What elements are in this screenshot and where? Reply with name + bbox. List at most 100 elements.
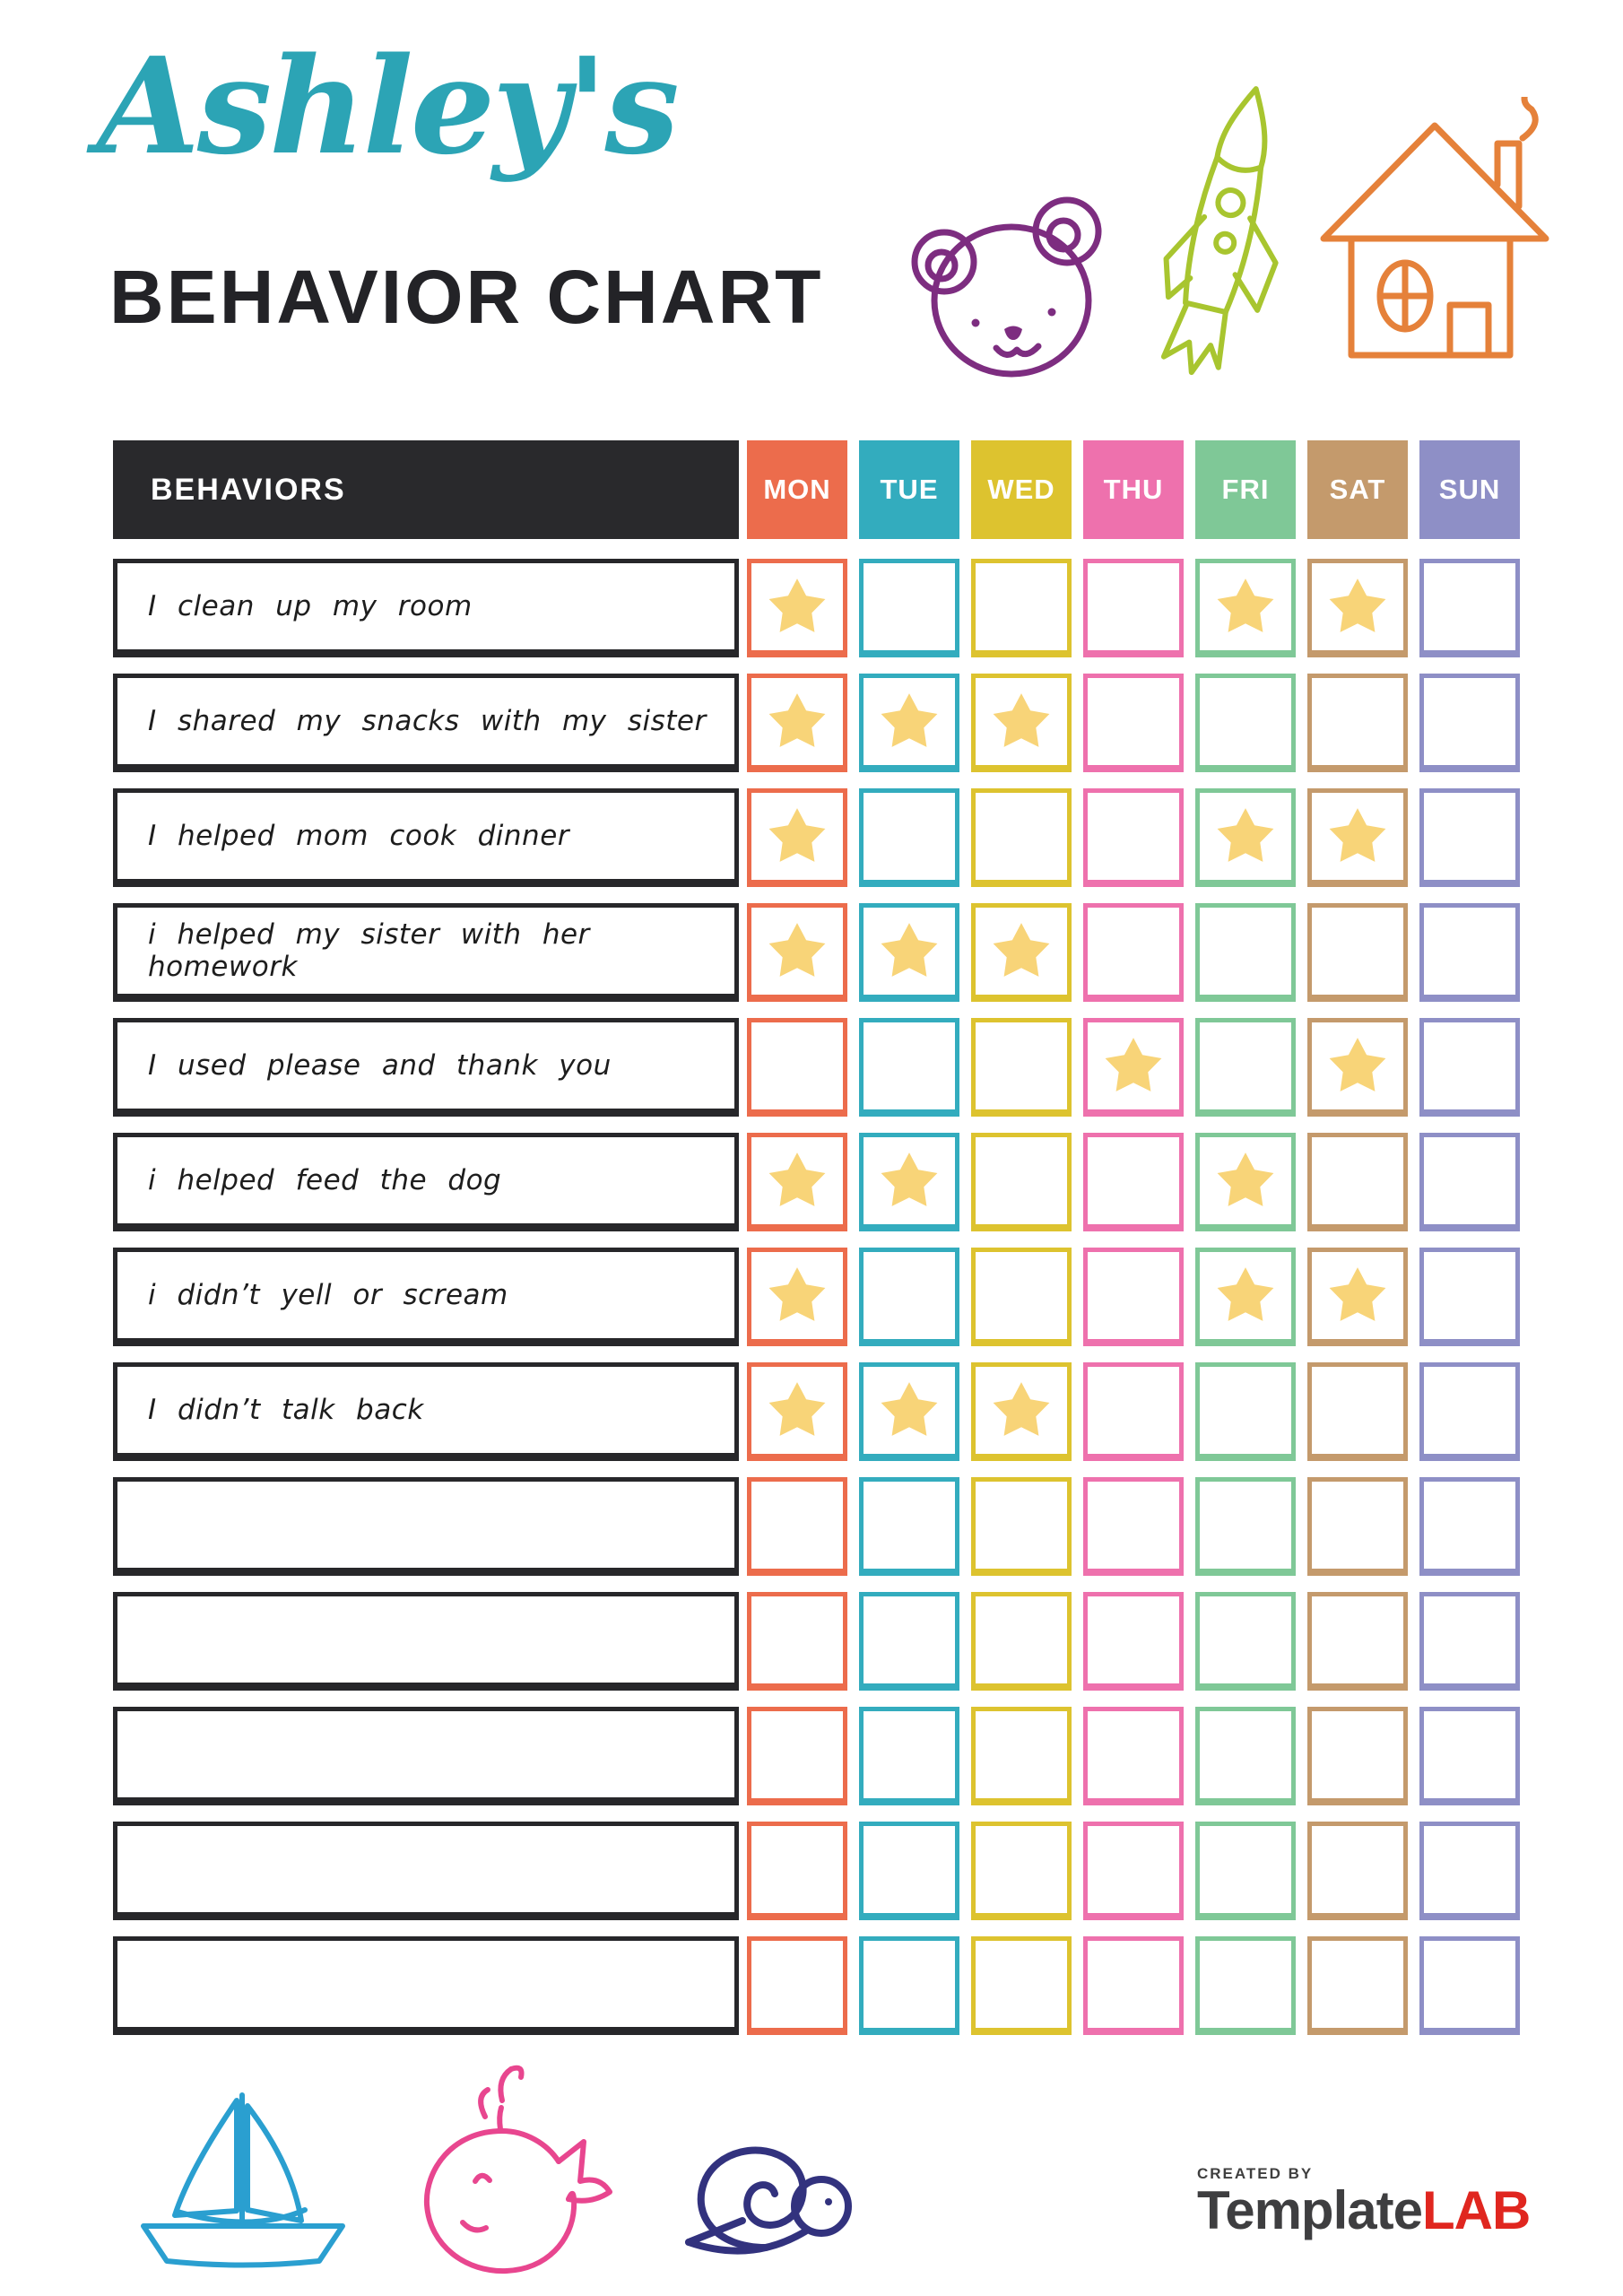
star-cell-fri: [1195, 559, 1296, 657]
star-cell-thu: [1083, 1592, 1184, 1691]
star-cell-mon: [747, 1592, 847, 1691]
star-cell-tue: [859, 788, 959, 887]
star-cell-mon: [747, 788, 847, 887]
behavior-label: I shared my snacks with my sister: [148, 705, 707, 737]
star-icon: [881, 1152, 938, 1206]
star-cell-wed: [971, 674, 1072, 772]
star-cell-wed: [971, 1477, 1072, 1576]
table-row: i didn’t yell or scream: [113, 1248, 1520, 1346]
star-cell-thu: [1083, 788, 1184, 887]
star-cell-wed: [971, 1018, 1072, 1117]
behavior-label: i helped feed the dog: [148, 1164, 502, 1196]
rocket-icon: [1137, 79, 1316, 393]
star-cell-sun: [1419, 1936, 1520, 2035]
star-icon: [1217, 578, 1274, 632]
star-icon: [768, 578, 826, 632]
behavior-label: i helped my sister with her homework: [148, 918, 590, 983]
table-row: I helped mom cook dinner: [113, 788, 1520, 887]
star-icon: [1217, 1267, 1274, 1321]
star-cell-thu: [1083, 1477, 1184, 1576]
table-row: [113, 1707, 1520, 1805]
star-cell-sun: [1419, 674, 1520, 772]
behavior-cell: I didn’t talk back: [113, 1362, 739, 1461]
sailboat-icon: [126, 2079, 359, 2276]
star-icon: [881, 693, 938, 747]
behavior-label: I didn’t talk back: [148, 1394, 424, 1426]
behavior-cell: [113, 1592, 739, 1691]
table-row: I shared my snacks with my sister: [113, 674, 1520, 772]
star-cell-fri: [1195, 1133, 1296, 1231]
child-name-title: Ashley's: [97, 28, 680, 184]
behavior-cell: i helped my sister with her homework: [113, 903, 739, 1002]
star-cell-sat: [1307, 1362, 1408, 1461]
star-cell-fri: [1195, 1018, 1296, 1117]
star-cell-mon: [747, 674, 847, 772]
star-cell-fri: [1195, 1248, 1296, 1346]
star-cell-sat: [1307, 903, 1408, 1002]
star-cell-wed: [971, 903, 1072, 1002]
day-header-wed: WED: [971, 440, 1072, 539]
star-cell-fri: [1195, 1936, 1296, 2035]
star-cell-thu: [1083, 1936, 1184, 2035]
star-cell-thu: [1083, 1248, 1184, 1346]
created-by-label: CREATED BY: [1197, 2165, 1314, 2182]
star-cell-sat: [1307, 1936, 1408, 2035]
star-cell-thu: [1083, 559, 1184, 657]
star-cell-wed: [971, 1362, 1072, 1461]
star-cell-sun: [1419, 1248, 1520, 1346]
behavior-label: I used please and thank you: [148, 1049, 612, 1082]
star-cell-sun: [1419, 903, 1520, 1002]
star-cell-sat: [1307, 1248, 1408, 1346]
star-cell-tue: [859, 674, 959, 772]
star-cell-thu: [1083, 1707, 1184, 1805]
behaviors-column-header: BEHAVIORS: [113, 440, 739, 539]
star-icon: [881, 1382, 938, 1436]
star-cell-sun: [1419, 1133, 1520, 1231]
star-cell-sat: [1307, 1477, 1408, 1576]
star-cell-sat: [1307, 674, 1408, 772]
star-cell-sat: [1307, 1822, 1408, 1920]
star-cell-tue: [859, 1248, 959, 1346]
star-cell-mon: [747, 1133, 847, 1231]
star-cell-fri: [1195, 1477, 1296, 1576]
table-row: I didn’t talk back: [113, 1362, 1520, 1461]
star-icon: [1329, 1267, 1386, 1321]
star-cell-fri: [1195, 903, 1296, 1002]
day-header-fri: FRI: [1195, 440, 1296, 539]
day-header-thu: THU: [1083, 440, 1184, 539]
behavior-cell: I helped mom cook dinner: [113, 788, 739, 887]
behavior-cell: [113, 1822, 739, 1920]
star-icon: [1329, 1038, 1386, 1091]
star-cell-fri: [1195, 788, 1296, 887]
star-cell-mon: [747, 1018, 847, 1117]
table-header-row: BEHAVIORS MON TUE WED THU FRI SAT SUN: [113, 440, 1520, 539]
behavior-label: I helped mom cook dinner: [148, 820, 570, 852]
star-cell-fri: [1195, 1822, 1296, 1920]
table-row: [113, 1592, 1520, 1691]
day-header-sat: SAT: [1307, 440, 1408, 539]
star-icon: [993, 1382, 1050, 1436]
star-cell-sun: [1419, 1707, 1520, 1805]
star-icon: [1105, 1038, 1162, 1091]
star-cell-wed: [971, 1248, 1072, 1346]
star-icon: [881, 923, 938, 977]
day-header-mon: MON: [747, 440, 847, 539]
star-cell-wed: [971, 1592, 1072, 1691]
star-cell-fri: [1195, 1592, 1296, 1691]
table-row: i helped my sister with her homework: [113, 903, 1520, 1002]
whale-icon: [393, 2056, 644, 2280]
behavior-cell: i helped feed the dog: [113, 1133, 739, 1231]
snail-icon: [653, 2106, 868, 2267]
star-icon: [768, 1267, 826, 1321]
day-header-tue: TUE: [859, 440, 959, 539]
behavior-cell: [113, 1707, 739, 1805]
star-icon: [768, 1382, 826, 1436]
star-cell-sun: [1419, 1822, 1520, 1920]
star-cell-wed: [971, 559, 1072, 657]
table-row: [113, 1477, 1520, 1576]
star-icon: [768, 923, 826, 977]
bear-icon: [904, 188, 1124, 381]
star-cell-thu: [1083, 1133, 1184, 1231]
star-icon: [768, 808, 826, 862]
star-cell-thu: [1083, 674, 1184, 772]
